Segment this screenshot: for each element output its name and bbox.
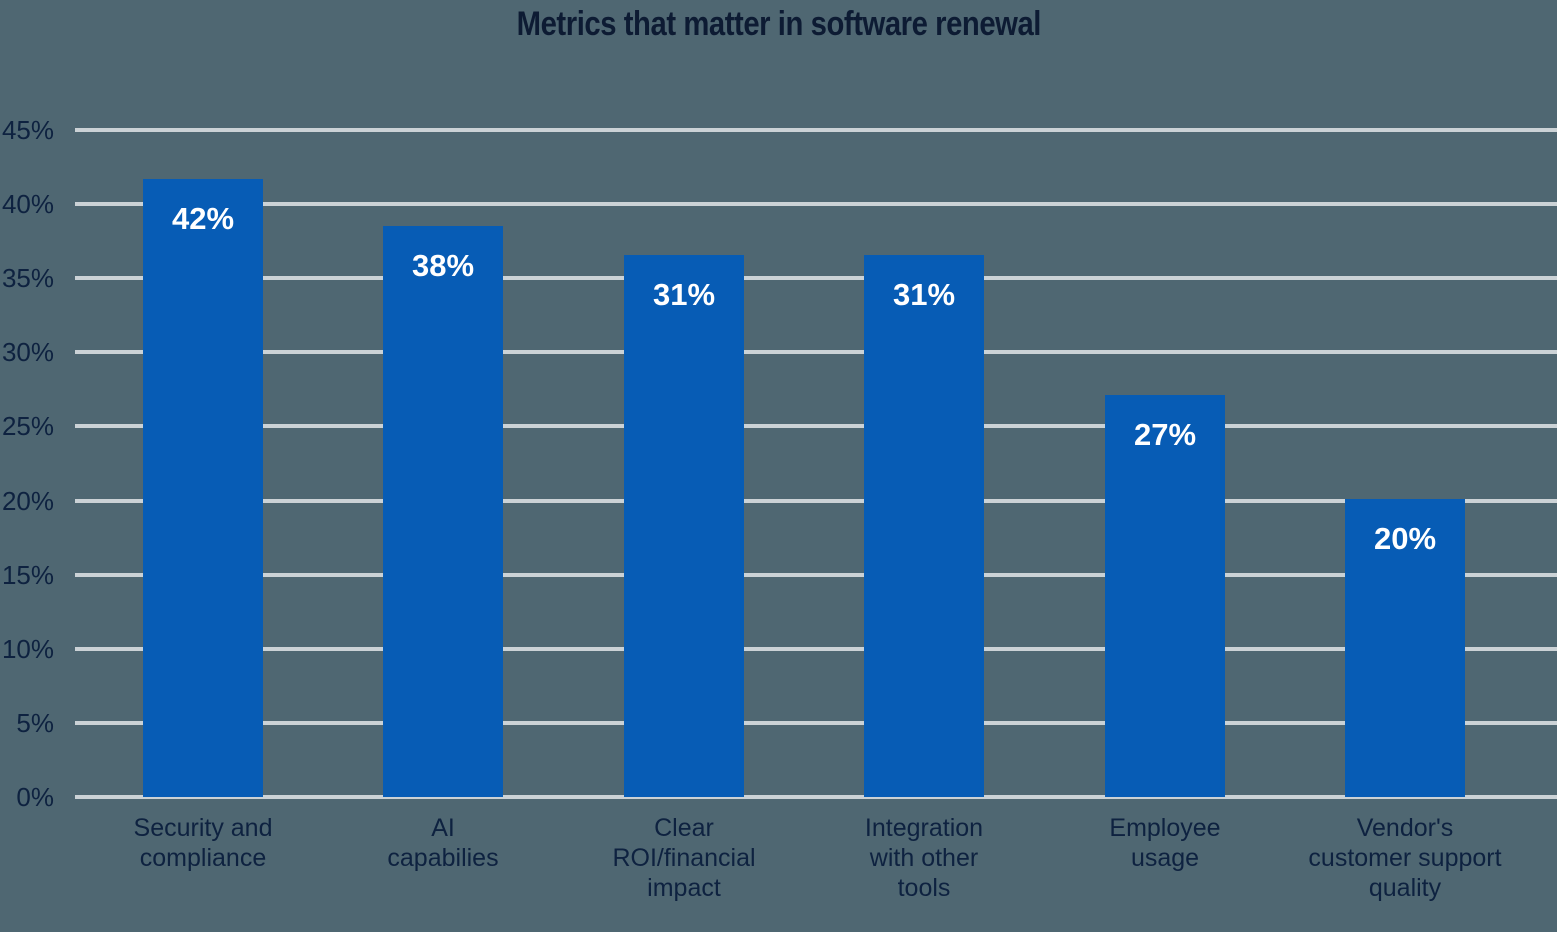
- category-label: Vendor's customer support quality: [1308, 814, 1502, 902]
- y-axis-tick-label: 0%: [16, 782, 54, 812]
- gridline: [75, 128, 1557, 132]
- bar-value-label: 20%: [1373, 521, 1437, 557]
- bar-value-label: 31%: [652, 276, 716, 312]
- gridline: [75, 795, 1557, 799]
- bar: [1105, 395, 1225, 797]
- gridline: [75, 720, 1557, 725]
- gridline: [75, 424, 1557, 429]
- y-axis-tick-label: 25%: [1, 411, 54, 442]
- category-label: Security and compliance: [133, 814, 273, 872]
- gridline: [75, 276, 1557, 281]
- bar: [1345, 499, 1465, 797]
- chart-title: Metrics that matter in software renewal: [0, 2, 1557, 46]
- bar-value-label: 42%: [171, 200, 235, 236]
- gridline: [75, 498, 1557, 503]
- gridline: [75, 350, 1557, 355]
- category-label: AI capabilies: [387, 814, 499, 872]
- y-axis-tick-label: 45%: [1, 115, 54, 145]
- y-axis-tick-label: 35%: [1, 263, 54, 294]
- bar: [624, 254, 744, 797]
- bar-value-label: 38%: [411, 248, 475, 284]
- bar-value-label: 27%: [1133, 417, 1197, 453]
- gridline: [75, 202, 1557, 207]
- bar: [864, 254, 984, 797]
- y-axis-tick-label: 15%: [1, 559, 54, 590]
- y-axis-tick-label: 5%: [16, 707, 54, 738]
- category-label: Employee usage: [1109, 814, 1221, 872]
- category-label: Clear ROI/financial impact: [612, 814, 756, 902]
- bar: [143, 178, 263, 797]
- y-axis-tick-label: 30%: [1, 337, 54, 368]
- gridline: [75, 646, 1557, 651]
- y-axis-tick-label: 20%: [1, 485, 54, 516]
- y-axis-tick-label: 10%: [1, 633, 54, 664]
- chart-title-text: Metrics that matter in software renewal: [516, 5, 1041, 43]
- bar-value-label: 31%: [892, 276, 956, 312]
- category-label: Integration with other tools: [864, 814, 984, 902]
- bar: [383, 226, 503, 797]
- gridline: [75, 572, 1557, 577]
- y-axis-tick-label: 40%: [1, 189, 54, 220]
